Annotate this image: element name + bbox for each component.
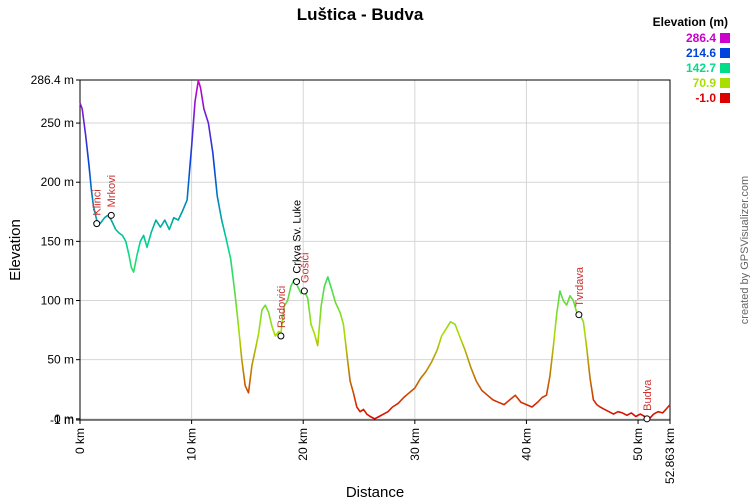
- waypoint-marker: [93, 220, 101, 228]
- y-tick-label: 50 m: [47, 353, 74, 367]
- y-tick-label: 200 m: [41, 175, 74, 189]
- legend-entry-label: 286.4: [686, 31, 716, 45]
- x-tick-label: 20 km: [296, 428, 310, 461]
- y-axis-label: Elevation: [7, 219, 24, 281]
- waypoint-marker: [575, 311, 583, 319]
- waypoint-label: Gošići: [299, 252, 311, 283]
- y-tick-label: 250 m: [41, 116, 74, 130]
- y-tick-label: 150 m: [41, 234, 74, 248]
- waypoint-marker: [300, 287, 308, 295]
- waypoint-marker: [277, 332, 285, 340]
- chart-title: Luštica - Budva: [297, 5, 424, 24]
- waypoint-markers: Klinci Mrkovi Radovići Crkva Sv. LukeGošići…: [92, 175, 654, 423]
- legend-swatch: [720, 63, 730, 73]
- x-tick-label: 50 km: [631, 428, 645, 461]
- waypoint-label: Budva: [642, 379, 654, 411]
- grid-lines: [80, 80, 670, 420]
- legend-entry-label: 142.7: [686, 61, 716, 75]
- waypoint-label: Mrkovi: [106, 175, 118, 207]
- waypoint-marker: [643, 415, 651, 423]
- elevation-profile-line: [79, 79, 671, 420]
- waypoint-label: Crkva Sv. Luke: [292, 200, 304, 274]
- legend-swatch: [720, 33, 730, 43]
- y-axis-ticks: 286.4 m 250 m 200 m 150 m 100 m 50 m 0 m-1 m: [31, 73, 80, 427]
- legend-entry-label: 70.9: [693, 76, 717, 90]
- x-tick-label: 40 km: [519, 428, 533, 461]
- x-tick-label: 0 km: [73, 428, 87, 454]
- legend-swatch: [720, 93, 730, 103]
- x-axis-ticks: 0 km 10 km 20 km 30 km 40 km 50 km 52.863 km: [73, 420, 677, 484]
- x-tick-label: 52.863 km: [663, 428, 677, 484]
- legend-entry-label: 214.6: [686, 46, 716, 60]
- y-tick-label: -1 m: [50, 413, 74, 427]
- legend-entry-label: -1.0: [695, 91, 716, 105]
- x-axis-label: Distance: [346, 484, 404, 500]
- waypoint-marker: [293, 278, 301, 286]
- credit-text: created by GPSVisualizer.com: [739, 176, 750, 324]
- x-tick-label: 30 km: [408, 428, 422, 461]
- waypoint-label: Radovići: [276, 286, 288, 328]
- legend-swatch: [720, 48, 730, 58]
- legend-swatch: [720, 78, 730, 88]
- waypoint-label: Tvrdava: [574, 266, 586, 307]
- waypoint-label: Klinci: [92, 189, 104, 215]
- x-tick-label: 10 km: [185, 428, 199, 461]
- waypoint-marker: [107, 211, 115, 219]
- y-tick-label: 100 m: [41, 294, 74, 308]
- y-tick-label: 0 m: [54, 412, 74, 426]
- legend-title: Elevation (m): [653, 15, 728, 29]
- y-tick-label: 286.4 m: [31, 73, 74, 87]
- plot-frame: [79, 79, 671, 421]
